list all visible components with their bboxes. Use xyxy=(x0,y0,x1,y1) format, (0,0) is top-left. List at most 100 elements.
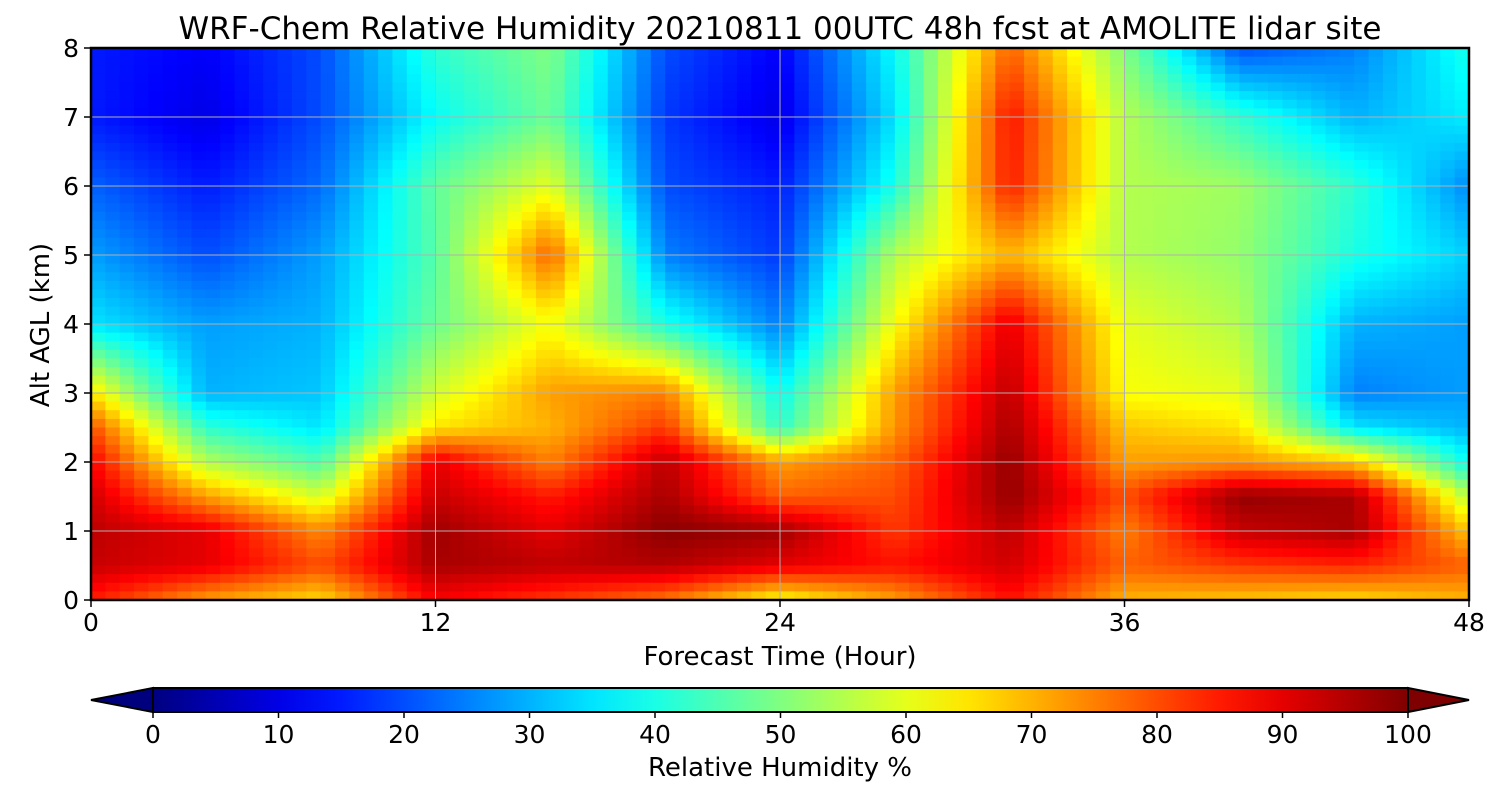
heatmap-cell xyxy=(335,341,350,351)
heatmap-cell xyxy=(751,349,767,360)
heatmap-cell xyxy=(866,444,882,454)
heatmap-cell xyxy=(492,117,508,127)
heatmap-cell xyxy=(966,177,982,187)
heatmap-cell xyxy=(923,177,939,187)
heatmap-cell xyxy=(291,99,307,109)
heatmap-cell xyxy=(866,211,882,222)
heatmap-cell xyxy=(1425,134,1441,144)
heatmap-cell xyxy=(751,324,767,334)
heatmap-cell xyxy=(363,151,379,161)
heatmap-cell xyxy=(966,203,982,213)
heatmap-cell xyxy=(894,108,910,118)
heatmap-cell xyxy=(220,427,236,437)
heatmap-cell xyxy=(1110,48,1126,58)
heatmap-cell xyxy=(421,186,437,196)
heatmap-cell xyxy=(1138,48,1154,58)
heatmap-cell xyxy=(1024,194,1039,204)
heatmap-cell xyxy=(335,427,350,437)
heatmap-cell xyxy=(335,151,350,161)
heatmap-cell xyxy=(105,194,121,204)
heatmap-cell xyxy=(1411,48,1427,58)
heatmap-cell xyxy=(1095,56,1111,66)
heatmap-cell xyxy=(1052,255,1068,265)
heatmap-cell xyxy=(1224,160,1240,170)
heatmap-cell xyxy=(765,436,781,446)
heatmap-cell xyxy=(909,117,925,127)
heatmap-cell xyxy=(564,255,580,265)
heatmap-cell xyxy=(435,125,451,135)
heatmap-cell xyxy=(406,487,422,498)
heatmap-cell xyxy=(980,134,996,144)
heatmap-cell xyxy=(1081,375,1097,385)
heatmap-cell xyxy=(277,436,293,446)
heatmap-cell xyxy=(1397,332,1413,342)
heatmap-cell xyxy=(421,99,437,109)
heatmap-cell xyxy=(277,384,293,394)
heatmap-cell xyxy=(335,367,350,377)
heatmap-cell xyxy=(665,142,681,153)
heatmap-cell xyxy=(1124,341,1140,351)
heatmap-cell xyxy=(435,194,451,204)
heatmap-cell xyxy=(1224,324,1240,334)
heatmap-cell xyxy=(579,453,594,463)
heatmap-cell xyxy=(650,341,666,351)
heatmap-cell xyxy=(708,160,724,170)
heatmap-cell xyxy=(349,186,365,196)
heatmap-cell xyxy=(1153,393,1169,403)
heatmap-cell xyxy=(966,358,982,368)
heatmap-cell xyxy=(162,151,178,161)
heatmap-cell xyxy=(220,487,236,498)
heatmap-cell xyxy=(693,229,709,239)
heatmap-cell xyxy=(1268,427,1283,437)
heatmap-cell xyxy=(248,142,264,153)
heatmap-cell xyxy=(492,73,508,84)
heatmap-cell xyxy=(263,332,279,342)
heatmap-cell xyxy=(521,142,537,153)
heatmap-cell xyxy=(248,220,264,230)
heatmap-cell xyxy=(521,367,537,377)
heatmap-cell xyxy=(1009,487,1025,498)
heatmap-cell xyxy=(1052,436,1068,446)
heatmap-cell xyxy=(1354,99,1370,109)
heatmap-cell xyxy=(263,289,279,299)
heatmap-cell xyxy=(1282,367,1298,377)
heatmap-cell xyxy=(808,246,824,256)
heatmap-cell xyxy=(837,220,853,230)
heatmap-cell xyxy=(780,479,795,489)
heatmap-cell xyxy=(435,418,451,429)
heatmap-cell xyxy=(995,332,1011,342)
heatmap-cell xyxy=(191,125,207,135)
heatmap-cell xyxy=(205,211,221,222)
heatmap-cell xyxy=(277,444,293,454)
heatmap-cell xyxy=(1181,237,1197,247)
heatmap-cell xyxy=(693,427,709,437)
heatmap-cell xyxy=(1067,263,1083,273)
heatmap-cell xyxy=(708,436,724,446)
heatmap-cell xyxy=(535,470,551,480)
heatmap-cell xyxy=(937,418,953,429)
heatmap-cell xyxy=(1081,211,1097,222)
heatmap-cell xyxy=(162,332,178,342)
heatmap-cell xyxy=(1440,263,1456,273)
heatmap-cell xyxy=(1081,229,1097,239)
heatmap-cell xyxy=(1282,151,1298,161)
heatmap-cell xyxy=(636,160,652,170)
heatmap-cell xyxy=(1167,65,1183,75)
heatmap-cell xyxy=(1454,263,1470,273)
heatmap-cell xyxy=(866,73,882,84)
heatmap-cell xyxy=(1067,82,1083,92)
heatmap-cell xyxy=(248,73,264,84)
heatmap-cell xyxy=(1110,401,1126,411)
heatmap-cell xyxy=(966,168,982,178)
heatmap-cell xyxy=(1253,91,1269,101)
heatmap-cell xyxy=(636,263,652,273)
heatmap-cell xyxy=(1354,160,1370,170)
heatmap-cell xyxy=(722,289,738,299)
heatmap-cell xyxy=(162,65,178,75)
heatmap-cell xyxy=(134,393,150,403)
heatmap-cell xyxy=(736,255,752,265)
heatmap-cell xyxy=(765,315,781,325)
heatmap-cell xyxy=(1311,220,1327,230)
heatmap-cell xyxy=(550,393,566,403)
heatmap-cell xyxy=(320,479,336,489)
